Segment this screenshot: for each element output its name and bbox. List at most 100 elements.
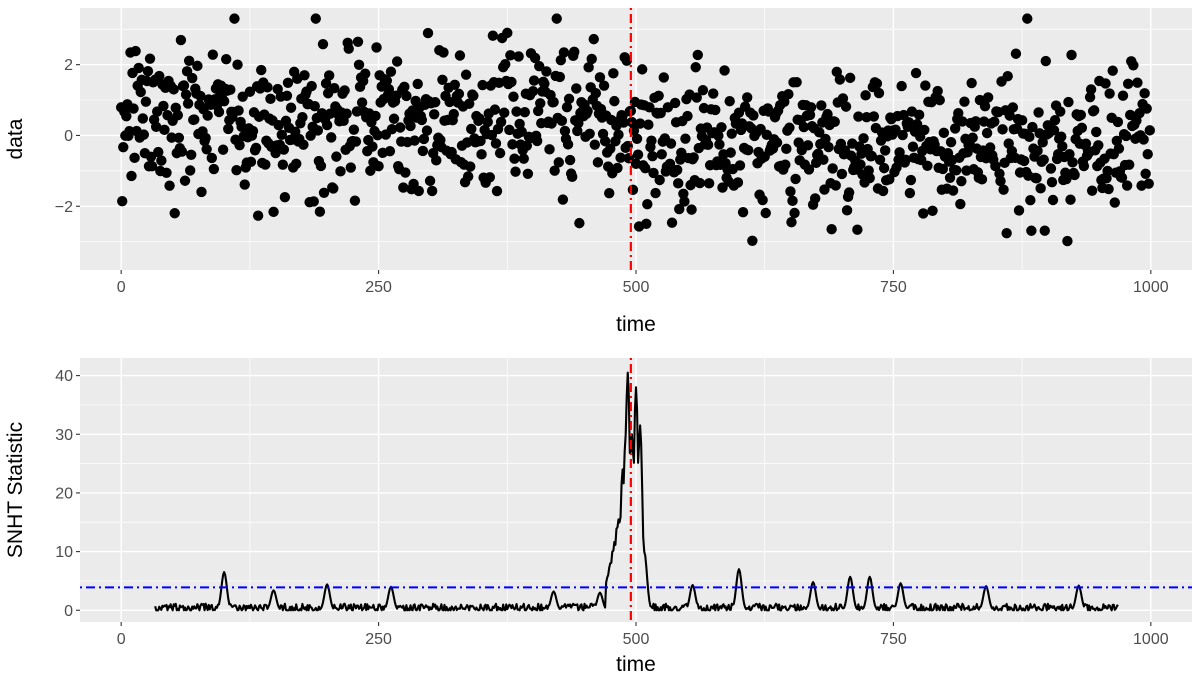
data-point: [783, 89, 794, 100]
data-point: [1045, 163, 1057, 174]
data-point: [686, 204, 697, 215]
data-point: [401, 90, 412, 102]
data-point: [1033, 107, 1044, 118]
data-point: [317, 38, 329, 50]
data-point: [277, 159, 289, 170]
chart-panel-2: 0 250 500 750 1000 0 10 20 30 40 time SNHT Statisti…: [4, 358, 1192, 676]
data-point: [951, 165, 962, 176]
data-point: [1055, 106, 1066, 117]
data-point: [184, 165, 196, 176]
data-point: [168, 84, 179, 95]
data-point: [719, 65, 730, 76]
data-point: [1016, 115, 1028, 126]
data-point: [818, 154, 829, 165]
data-point: [372, 129, 383, 141]
data-point: [1026, 225, 1037, 236]
data-point: [196, 186, 207, 198]
data-point: [598, 80, 610, 91]
data-point: [564, 154, 576, 166]
data-point: [231, 164, 242, 176]
data-point: [900, 154, 911, 165]
data-point: [1065, 194, 1076, 205]
data-point: [234, 139, 245, 151]
data-point: [1104, 88, 1115, 99]
data-point: [1025, 195, 1036, 206]
data-point: [827, 163, 838, 174]
data-point: [416, 114, 428, 126]
data-point: [444, 96, 455, 108]
data-point: [239, 179, 250, 190]
data-point: [1037, 137, 1048, 148]
data-point: [566, 171, 578, 183]
data-point: [1049, 114, 1061, 126]
data-point: [953, 107, 964, 119]
y-tick-label: 2: [64, 57, 73, 74]
data-point: [691, 92, 702, 103]
data-point: [371, 42, 382, 53]
x-tick-label: 750: [880, 631, 907, 648]
data-point: [453, 88, 465, 100]
data-point: [541, 66, 552, 77]
data-point: [1013, 205, 1025, 216]
data-point: [726, 128, 737, 139]
data-point: [225, 84, 236, 95]
data-point: [335, 166, 346, 177]
data-point: [183, 55, 195, 66]
data-point: [907, 141, 919, 152]
x-tick-label: 250: [365, 279, 392, 296]
data-point: [285, 102, 297, 113]
data-point: [449, 79, 460, 90]
data-point: [202, 110, 213, 121]
data-point: [1123, 159, 1135, 170]
data-point: [356, 97, 368, 108]
data-point: [771, 137, 783, 148]
data-point: [281, 90, 293, 101]
data-point: [412, 78, 423, 90]
data-point: [1117, 90, 1129, 101]
data-point: [647, 151, 658, 162]
data-point: [976, 174, 988, 185]
data-point: [655, 107, 666, 119]
data-point: [868, 111, 880, 122]
y-tick-label: 0: [64, 128, 73, 145]
data-point: [682, 110, 693, 122]
data-point: [1056, 131, 1067, 142]
chart-panel-1: 0 250 500 750 1000 −2 0 2 time data: [4, 8, 1192, 336]
data-point: [1004, 110, 1015, 121]
data-point: [500, 59, 511, 70]
data-point: [305, 130, 316, 141]
data-point: [982, 92, 994, 103]
data-point: [640, 162, 651, 174]
data-point: [117, 195, 128, 207]
data-point: [182, 98, 194, 109]
data-point: [1039, 225, 1050, 236]
data-point: [465, 161, 476, 172]
data-point: [634, 118, 646, 129]
data-point: [1035, 183, 1046, 194]
data-point: [489, 104, 501, 115]
data-point: [641, 218, 652, 229]
data-point: [405, 120, 416, 132]
data-point: [179, 175, 191, 186]
data-point: [884, 174, 895, 185]
data-point: [1088, 105, 1100, 116]
data-point: [680, 133, 691, 144]
data-point: [1064, 148, 1075, 160]
data-point: [232, 59, 243, 70]
data-point: [126, 170, 137, 182]
data-point: [608, 68, 619, 79]
data-point: [658, 72, 669, 83]
data-point: [1063, 96, 1074, 108]
data-point: [349, 195, 361, 206]
data-point: [229, 13, 240, 24]
data-point: [262, 82, 273, 93]
data-point: [422, 27, 434, 39]
data-point: [192, 60, 203, 72]
data-point: [829, 116, 840, 128]
data-point: [896, 80, 907, 92]
data-point: [1046, 177, 1058, 188]
data-point: [144, 53, 156, 64]
data-point: [956, 175, 967, 187]
data-point: [599, 135, 611, 147]
data-point: [790, 173, 801, 185]
